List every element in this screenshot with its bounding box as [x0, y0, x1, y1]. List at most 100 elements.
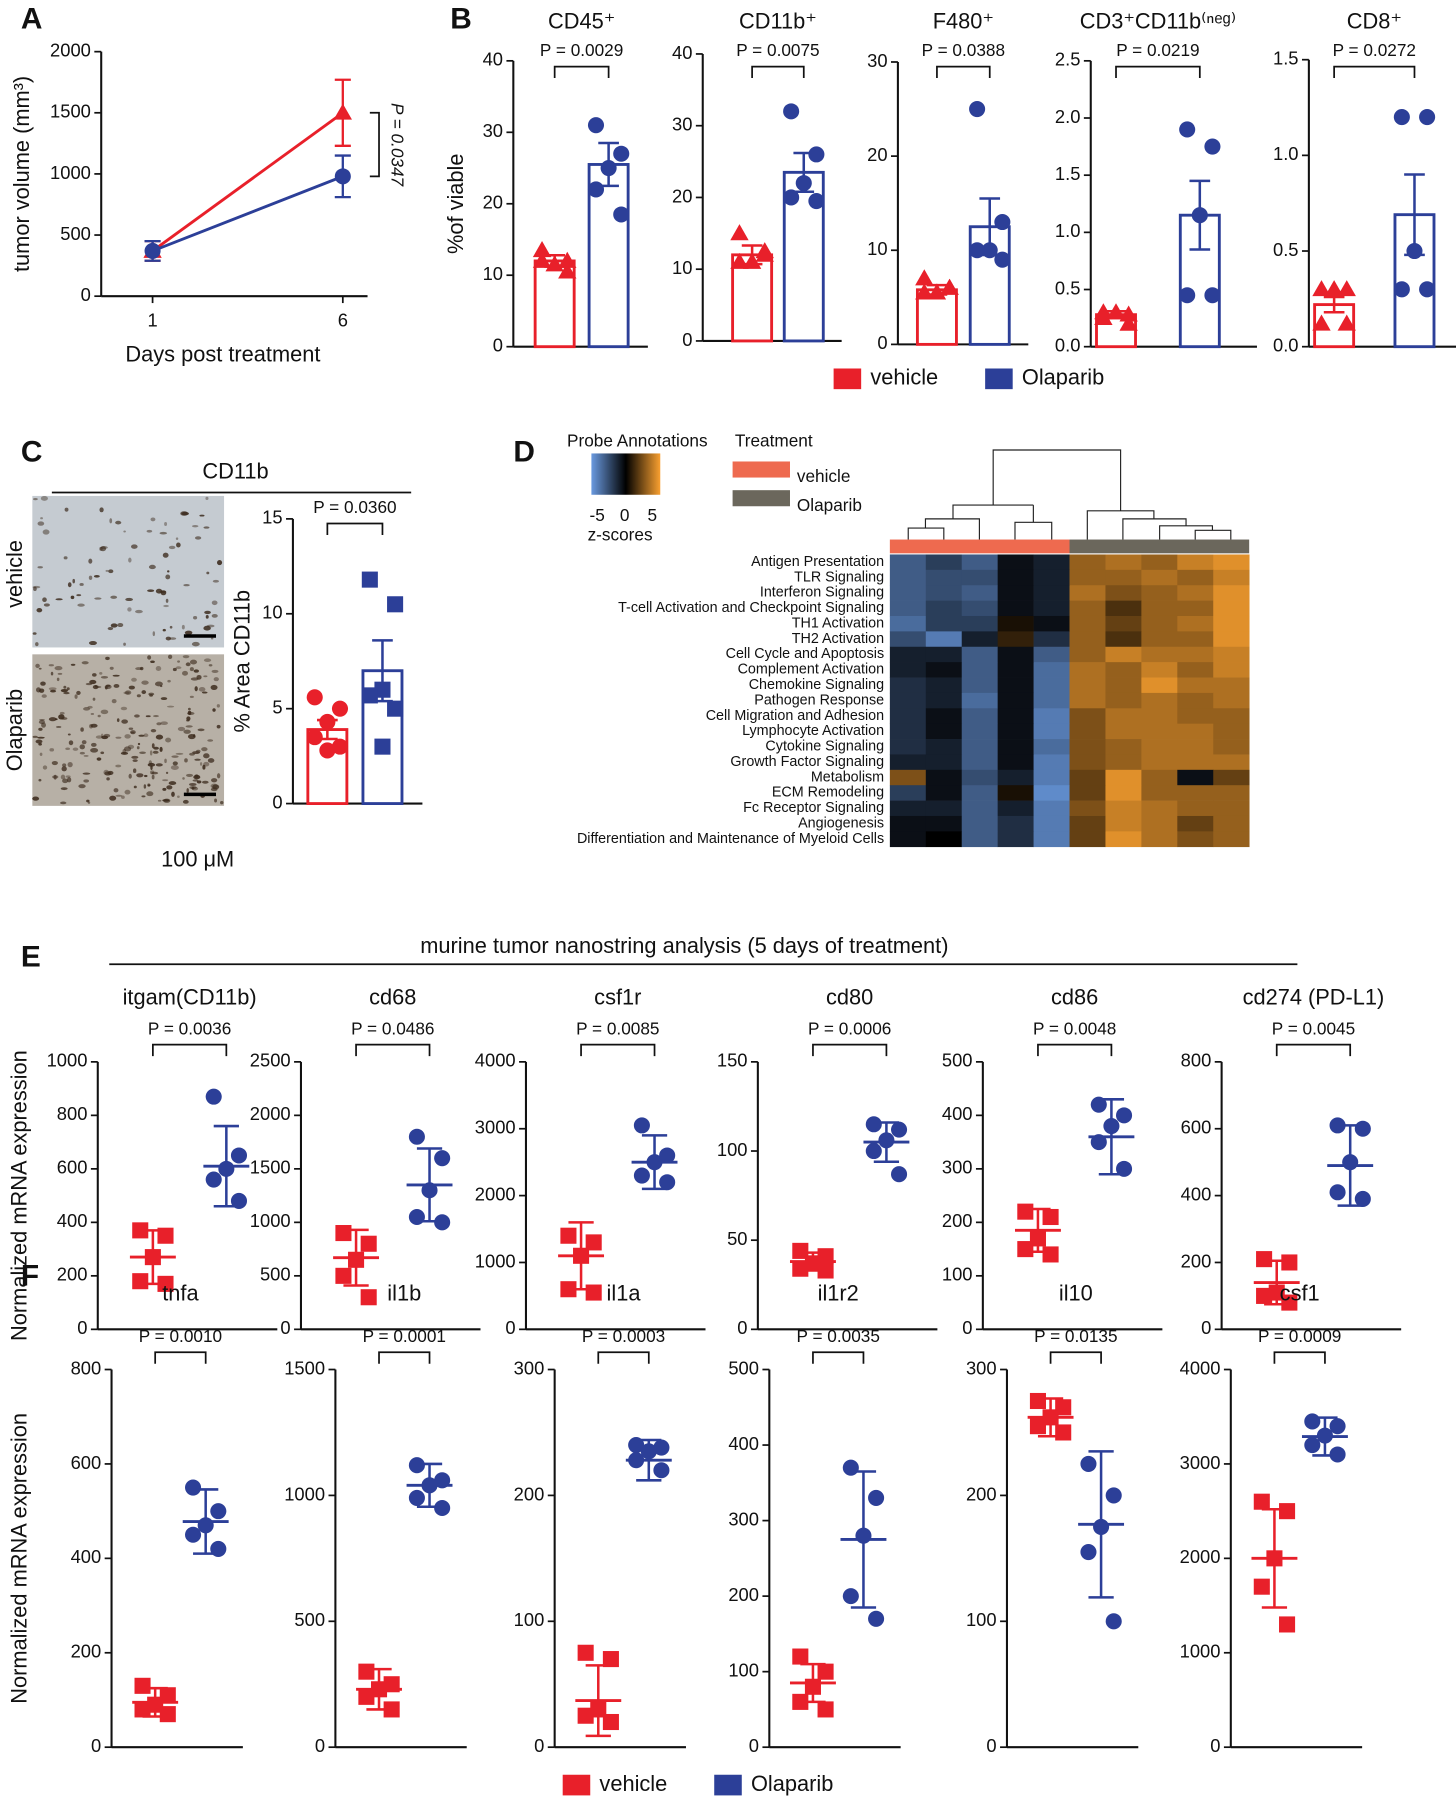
stain-speck — [109, 795, 117, 801]
stain-speck — [216, 773, 221, 779]
image-label: Olaparib — [2, 689, 27, 771]
y-tick-label: 100 — [728, 1660, 759, 1681]
data-point — [628, 1452, 645, 1469]
stain-speck — [210, 787, 218, 792]
heatmap-cell — [889, 585, 927, 601]
stain-speck — [204, 610, 211, 615]
data-point — [1094, 308, 1113, 325]
data-point — [335, 1225, 352, 1242]
heatmap-cell — [1141, 785, 1178, 801]
stain-speck — [33, 498, 38, 501]
data-point — [434, 1214, 451, 1231]
data-point — [804, 1678, 821, 1695]
heatmap-cell — [1033, 662, 1070, 678]
y-tick-label: 40 — [483, 49, 503, 70]
stain-speck — [210, 783, 218, 789]
stain-speck — [88, 558, 93, 564]
stain-speck — [150, 765, 153, 771]
data-point — [360, 1235, 377, 1252]
chart-title: CD8⁺ — [1347, 9, 1402, 34]
data-point — [1281, 1294, 1298, 1311]
data-point — [144, 242, 161, 259]
data-point — [387, 596, 404, 613]
data-point — [185, 1526, 202, 1543]
stain-speck — [128, 685, 135, 690]
stain-speck — [141, 795, 146, 798]
y-tick-label: 2000 — [250, 1103, 291, 1124]
stain-speck — [125, 597, 133, 602]
stain-speck — [167, 654, 173, 660]
data-point — [1266, 1550, 1283, 1567]
stain-speck — [183, 729, 191, 734]
data-point — [370, 1681, 388, 1698]
data-point — [1080, 1544, 1097, 1561]
stain-speck — [210, 684, 218, 690]
stain-speck — [96, 757, 102, 761]
stain-speck — [136, 694, 141, 698]
significance-bracket — [553, 65, 610, 79]
p-value: P = 0.0003 — [582, 1326, 665, 1346]
data-point — [730, 252, 749, 269]
heatmap-cell — [1105, 585, 1142, 601]
stain-speck — [123, 530, 126, 533]
stain-speck — [201, 747, 208, 752]
stain-speck — [104, 684, 112, 690]
stain-speck — [165, 574, 171, 580]
data-point — [210, 1540, 227, 1557]
heatmap-cell — [1141, 723, 1178, 740]
stain-speck — [41, 694, 47, 698]
stain-speck — [82, 772, 91, 775]
data-point — [792, 1693, 809, 1710]
heatmap-cell — [1213, 554, 1250, 571]
significance-bracket — [936, 65, 991, 79]
row-label: TH2 Activation — [792, 631, 884, 647]
data-point — [808, 193, 825, 210]
stain-speck — [36, 608, 43, 613]
data-point — [633, 1117, 650, 1134]
p-value: P = 0.0486 — [351, 1018, 434, 1038]
panel-label: A — [21, 3, 43, 36]
heatmap-cell — [1033, 646, 1070, 663]
data-point — [197, 1517, 214, 1534]
y-tick-label: 200 — [1181, 1250, 1212, 1271]
heatmap-cell — [1213, 754, 1250, 771]
data-point — [306, 689, 323, 706]
heatmap-cell — [1033, 554, 1070, 571]
data-point — [1093, 1518, 1110, 1535]
heatmap-cell — [1105, 815, 1142, 832]
stain-speck — [198, 687, 206, 692]
heatmap-cell — [961, 662, 998, 678]
stain-speck — [169, 637, 177, 640]
stain-speck — [189, 695, 194, 699]
stain-speck — [86, 799, 90, 803]
stain-speck — [159, 746, 163, 752]
stain-speck — [42, 529, 50, 535]
stain-speck — [150, 517, 156, 522]
stain-speck — [40, 517, 43, 520]
y-tick-label: 30 — [483, 120, 503, 141]
data-point — [383, 1676, 400, 1693]
legend-swatch — [562, 1774, 591, 1796]
stain-speck — [115, 736, 122, 739]
p-value: P = 0.0347 — [388, 103, 408, 187]
stain-speck — [54, 665, 63, 671]
group-legend-swatch — [732, 490, 790, 507]
group-legend-label: vehicle — [797, 466, 851, 486]
heatmap-cell — [1141, 769, 1178, 786]
stain-speck — [207, 758, 215, 763]
heatmap-cell — [889, 831, 927, 848]
stain-speck — [99, 546, 103, 551]
chart-title: csf1r — [594, 984, 641, 1009]
data-point — [558, 262, 577, 279]
data-point — [1256, 1251, 1273, 1268]
stain-speck — [203, 625, 211, 631]
data-point — [157, 1227, 174, 1244]
data-point — [358, 1663, 375, 1680]
p-value: P = 0.0035 — [797, 1326, 880, 1346]
y-tick-label: 400 — [57, 1210, 88, 1231]
heatmap-cell — [1069, 646, 1106, 663]
stain-speck — [100, 751, 105, 755]
data-point — [1316, 1427, 1333, 1444]
group-legend-label: Olaparib — [797, 495, 862, 515]
heatmap-cell — [1177, 815, 1214, 832]
